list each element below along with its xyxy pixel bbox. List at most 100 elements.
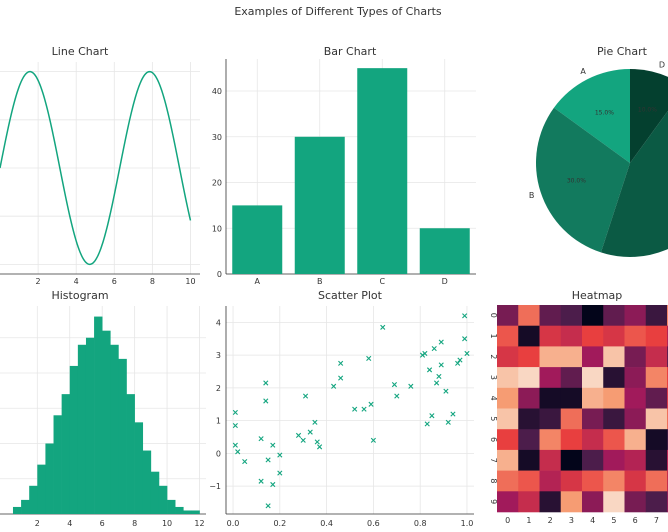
- scatter-x-tick: 0.0: [227, 519, 240, 528]
- scatter-point: [242, 459, 248, 465]
- scatter-point: [300, 437, 306, 443]
- scatter-x-tick: 0.8: [414, 519, 427, 528]
- heatmap-cell: [497, 325, 519, 347]
- histogram-bin: [53, 415, 62, 514]
- scatter-point: [295, 432, 302, 438]
- heatmap-cell: [539, 470, 562, 492]
- heatmap-cell: [539, 387, 562, 409]
- heatmap-cell: [645, 346, 668, 368]
- heatmap-x-tick: 2: [548, 516, 553, 525]
- line-series: [0, 70, 192, 266]
- scatter-point: [370, 437, 376, 443]
- heatmap-cell: [645, 408, 668, 430]
- heatmap-cell: [624, 429, 647, 451]
- scatter-point: [235, 449, 241, 455]
- line-chart: Line Chart 2 4 6 8 10: [0, 45, 200, 286]
- heatmap-cell: [624, 387, 647, 409]
- bar-B: [294, 136, 345, 274]
- scatter-point: [366, 355, 372, 361]
- histogram-bin: [85, 337, 95, 514]
- heatmap-cell: [624, 367, 647, 389]
- scatter-point: [331, 383, 337, 389]
- line-x-tick: 2: [36, 277, 41, 286]
- heatmap-cell: [560, 325, 583, 347]
- heatmap-x-tick: 1: [526, 516, 531, 525]
- histogram-bin: [175, 506, 184, 514]
- histogram-bin: [150, 471, 160, 514]
- bar-chart-title: Bar Chart: [324, 45, 377, 58]
- heatmap-cell: [624, 305, 647, 326]
- heatmap-cell: [582, 429, 604, 451]
- heatmap-cell: [518, 429, 540, 451]
- scatter-point: [270, 442, 276, 448]
- scatter-point: [408, 383, 414, 389]
- line-x-tick: 4: [74, 277, 79, 286]
- histogram-bin: [21, 499, 30, 514]
- heatmap-y-tick: 8: [489, 478, 498, 483]
- scatter-point: [368, 401, 374, 407]
- histogram-bin: [167, 499, 176, 514]
- line-chart-title: Line Chart: [52, 45, 109, 58]
- heatmap-cell: [645, 305, 668, 326]
- heatmap-cell: [582, 387, 604, 409]
- heatmap-cell: [539, 367, 562, 389]
- heatmap-cell: [539, 346, 562, 368]
- scatter-x-tick: 0.6: [367, 519, 380, 528]
- heatmap-cell: [497, 429, 519, 451]
- heatmap-title: Heatmap: [572, 289, 623, 302]
- hist-x-tick: 6: [100, 519, 105, 528]
- scatter-point: [436, 373, 442, 380]
- heatmap-cell: [603, 429, 625, 451]
- heatmap-cell: [624, 408, 647, 430]
- scatter-point: [312, 419, 318, 425]
- hist-x-tick: 8: [132, 519, 137, 528]
- heatmap-cell: [539, 491, 562, 513]
- bar-x-tick: C: [379, 277, 385, 286]
- heatmap-cell: [518, 408, 540, 430]
- scatter-point: [265, 457, 271, 463]
- histogram-bin: [37, 464, 46, 514]
- heatmap-cell: [518, 346, 540, 368]
- heatmap-cell: [603, 491, 625, 513]
- scatter-point: [426, 367, 433, 373]
- histogram-bin: [45, 443, 54, 514]
- scatter-point: [394, 393, 400, 399]
- heatmap-cell: [603, 470, 625, 492]
- heatmap-y-tick: 0: [489, 313, 498, 318]
- histogram-bin: [183, 510, 192, 514]
- heatmap-cell: [582, 346, 604, 368]
- histogram-bin: [118, 358, 127, 514]
- heatmap-cell: [518, 367, 540, 389]
- scatter-point: [422, 350, 428, 357]
- scatter-x-tick: 0.2: [273, 519, 286, 528]
- heatmap-y-tick: 7: [489, 458, 498, 463]
- histogram-bin: [134, 422, 144, 514]
- histogram-bin: [69, 365, 79, 514]
- scatter-point: [429, 413, 435, 419]
- scatter-point: [316, 444, 323, 450]
- scatter-point: [270, 481, 276, 488]
- heatmap-x-tick: 4: [590, 516, 595, 525]
- heatmap-cell: [518, 491, 540, 513]
- heatmap-cell: [603, 305, 625, 326]
- scatter-point: [464, 350, 470, 357]
- pie-slice-A: [553, 69, 630, 163]
- heatmap-cell: [497, 387, 519, 409]
- heatmap-cell: [603, 387, 625, 409]
- heatmap-cell: [518, 325, 540, 347]
- scatter-point: [433, 380, 440, 386]
- heatmap-cell: [539, 408, 562, 430]
- heatmap-y-tick: 1: [489, 334, 498, 339]
- scatter-point: [263, 380, 269, 386]
- heatmap-cell: [518, 305, 540, 326]
- histogram-bin: [29, 485, 38, 514]
- heatmap-cell: [560, 408, 583, 430]
- histogram-bin: [94, 316, 103, 514]
- scatter-point: [258, 478, 264, 484]
- histogram-chart: Histogram 2 4 6 8 10 12: [0, 289, 206, 528]
- bar-y-tick: 0: [217, 270, 222, 279]
- hist-x-tick: 4: [67, 519, 72, 528]
- scatter-title: Scatter Plot: [318, 289, 383, 302]
- pie-slice-C: [600, 110, 668, 257]
- heatmap-cell: [645, 367, 668, 389]
